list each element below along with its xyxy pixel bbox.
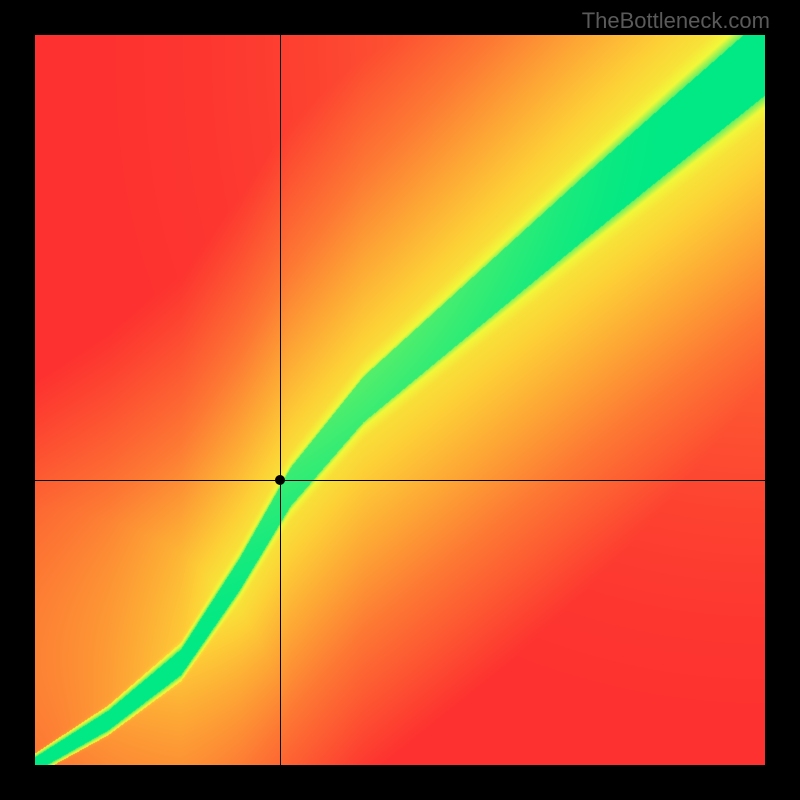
crosshair-vertical xyxy=(280,35,281,765)
crosshair-horizontal xyxy=(35,480,765,481)
heatmap-plot xyxy=(35,35,765,765)
watermark-text: TheBottleneck.com xyxy=(582,8,770,34)
crosshair-marker xyxy=(275,475,285,485)
heatmap-canvas xyxy=(35,35,765,765)
